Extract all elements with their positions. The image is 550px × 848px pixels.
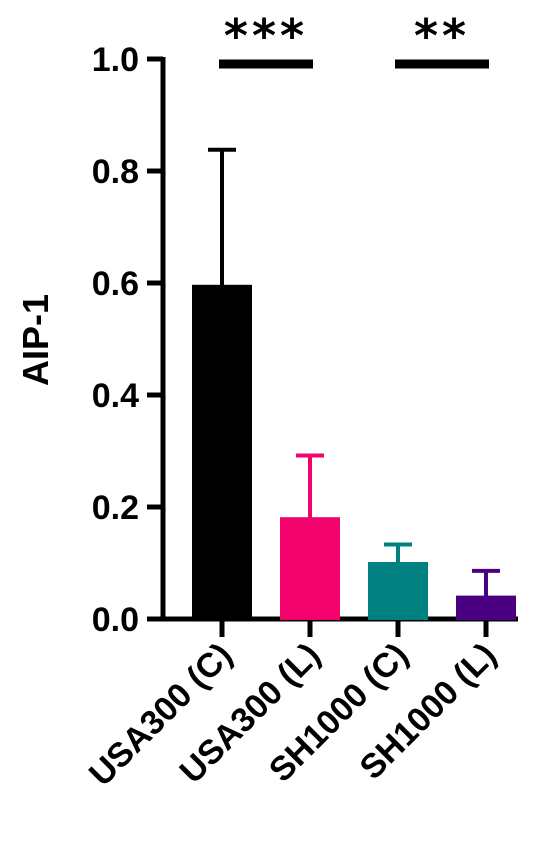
significance-label: *** [224,9,308,63]
y-axis-title: AIP-1 [15,294,56,386]
bar [368,562,428,620]
y-tick-label: 0.6 [92,265,139,303]
bar [192,284,252,620]
error-bars [208,147,500,597]
bar [456,595,516,620]
y-tick-label: 1.0 [92,41,139,79]
y-tick-label: 0.2 [92,489,139,527]
y-tick-label: 0.4 [92,377,139,415]
y-tick-label: 0.0 [92,601,139,639]
y-tick-label: 0.8 [92,153,139,191]
significance-label: ** [414,9,470,63]
bar [280,517,340,621]
bars [192,284,516,621]
significance-annotations: *** ** [219,9,489,69]
